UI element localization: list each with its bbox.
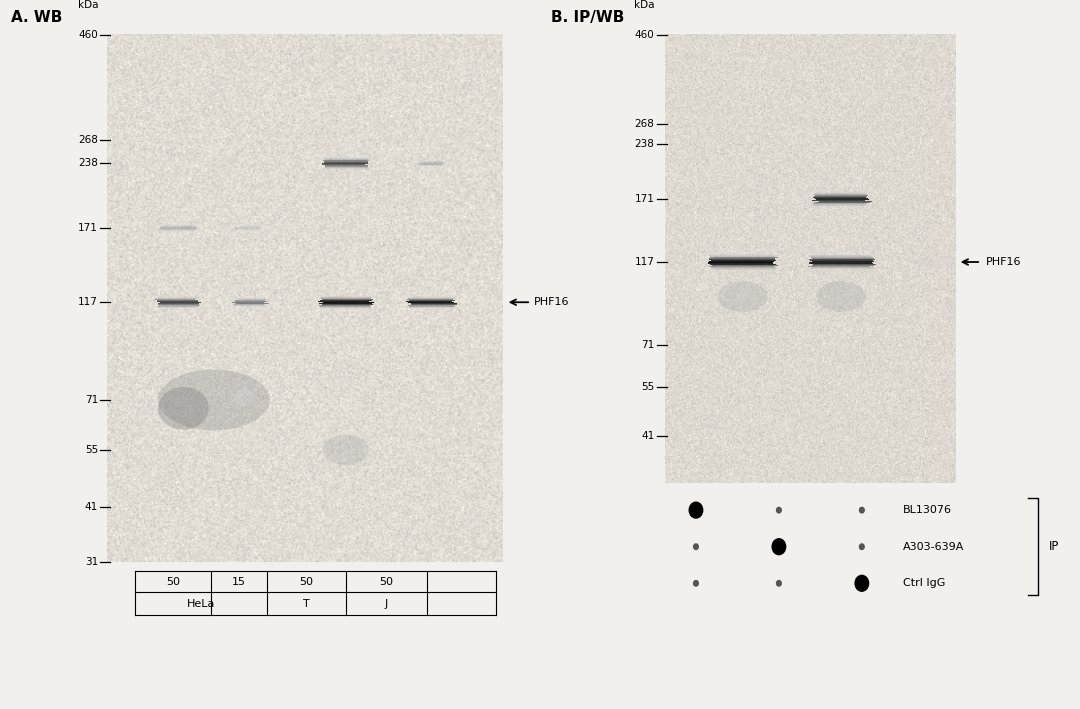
Circle shape: [689, 502, 703, 518]
Text: 55: 55: [642, 382, 654, 392]
Circle shape: [772, 539, 785, 554]
Text: 268: 268: [635, 119, 654, 129]
Text: IP: IP: [1049, 540, 1058, 553]
Text: 50: 50: [379, 576, 393, 587]
Text: T: T: [303, 598, 310, 609]
Circle shape: [693, 581, 699, 586]
Text: 171: 171: [78, 223, 98, 233]
Text: 460: 460: [635, 30, 654, 40]
Circle shape: [860, 508, 864, 513]
Text: 238: 238: [78, 158, 98, 168]
Ellipse shape: [323, 435, 368, 465]
Circle shape: [855, 576, 868, 591]
Text: 50: 50: [166, 576, 180, 587]
Text: B. IP/WB: B. IP/WB: [551, 10, 624, 25]
Circle shape: [693, 544, 699, 549]
Text: 50: 50: [299, 576, 313, 587]
Text: 71: 71: [642, 340, 654, 350]
Text: A303-639A: A303-639A: [903, 542, 964, 552]
Text: 15: 15: [232, 576, 246, 587]
Text: 71: 71: [85, 395, 98, 405]
Circle shape: [860, 544, 864, 549]
Circle shape: [777, 508, 781, 513]
Ellipse shape: [158, 369, 270, 430]
Text: PHF16: PHF16: [986, 257, 1022, 267]
Text: PHF16: PHF16: [534, 297, 569, 307]
Text: 41: 41: [85, 502, 98, 513]
Text: Ctrl IgG: Ctrl IgG: [903, 579, 946, 588]
Text: 460: 460: [79, 30, 98, 40]
Text: J: J: [384, 598, 388, 609]
Ellipse shape: [718, 281, 768, 312]
Text: 41: 41: [642, 431, 654, 441]
Text: kDa: kDa: [78, 0, 98, 10]
Text: HeLa: HeLa: [187, 598, 215, 609]
Text: BL13076: BL13076: [903, 505, 953, 515]
Text: 31: 31: [85, 557, 98, 567]
Text: 117: 117: [78, 297, 98, 307]
Text: 117: 117: [635, 257, 654, 267]
Ellipse shape: [917, 259, 942, 265]
Ellipse shape: [234, 388, 255, 406]
Text: 171: 171: [635, 194, 654, 204]
Text: 268: 268: [78, 135, 98, 145]
Text: 238: 238: [635, 139, 654, 149]
Text: A. WB: A. WB: [11, 10, 63, 25]
Text: kDa: kDa: [634, 0, 654, 10]
Circle shape: [777, 581, 781, 586]
Ellipse shape: [816, 281, 866, 312]
Ellipse shape: [158, 387, 208, 430]
Text: 55: 55: [85, 445, 98, 455]
